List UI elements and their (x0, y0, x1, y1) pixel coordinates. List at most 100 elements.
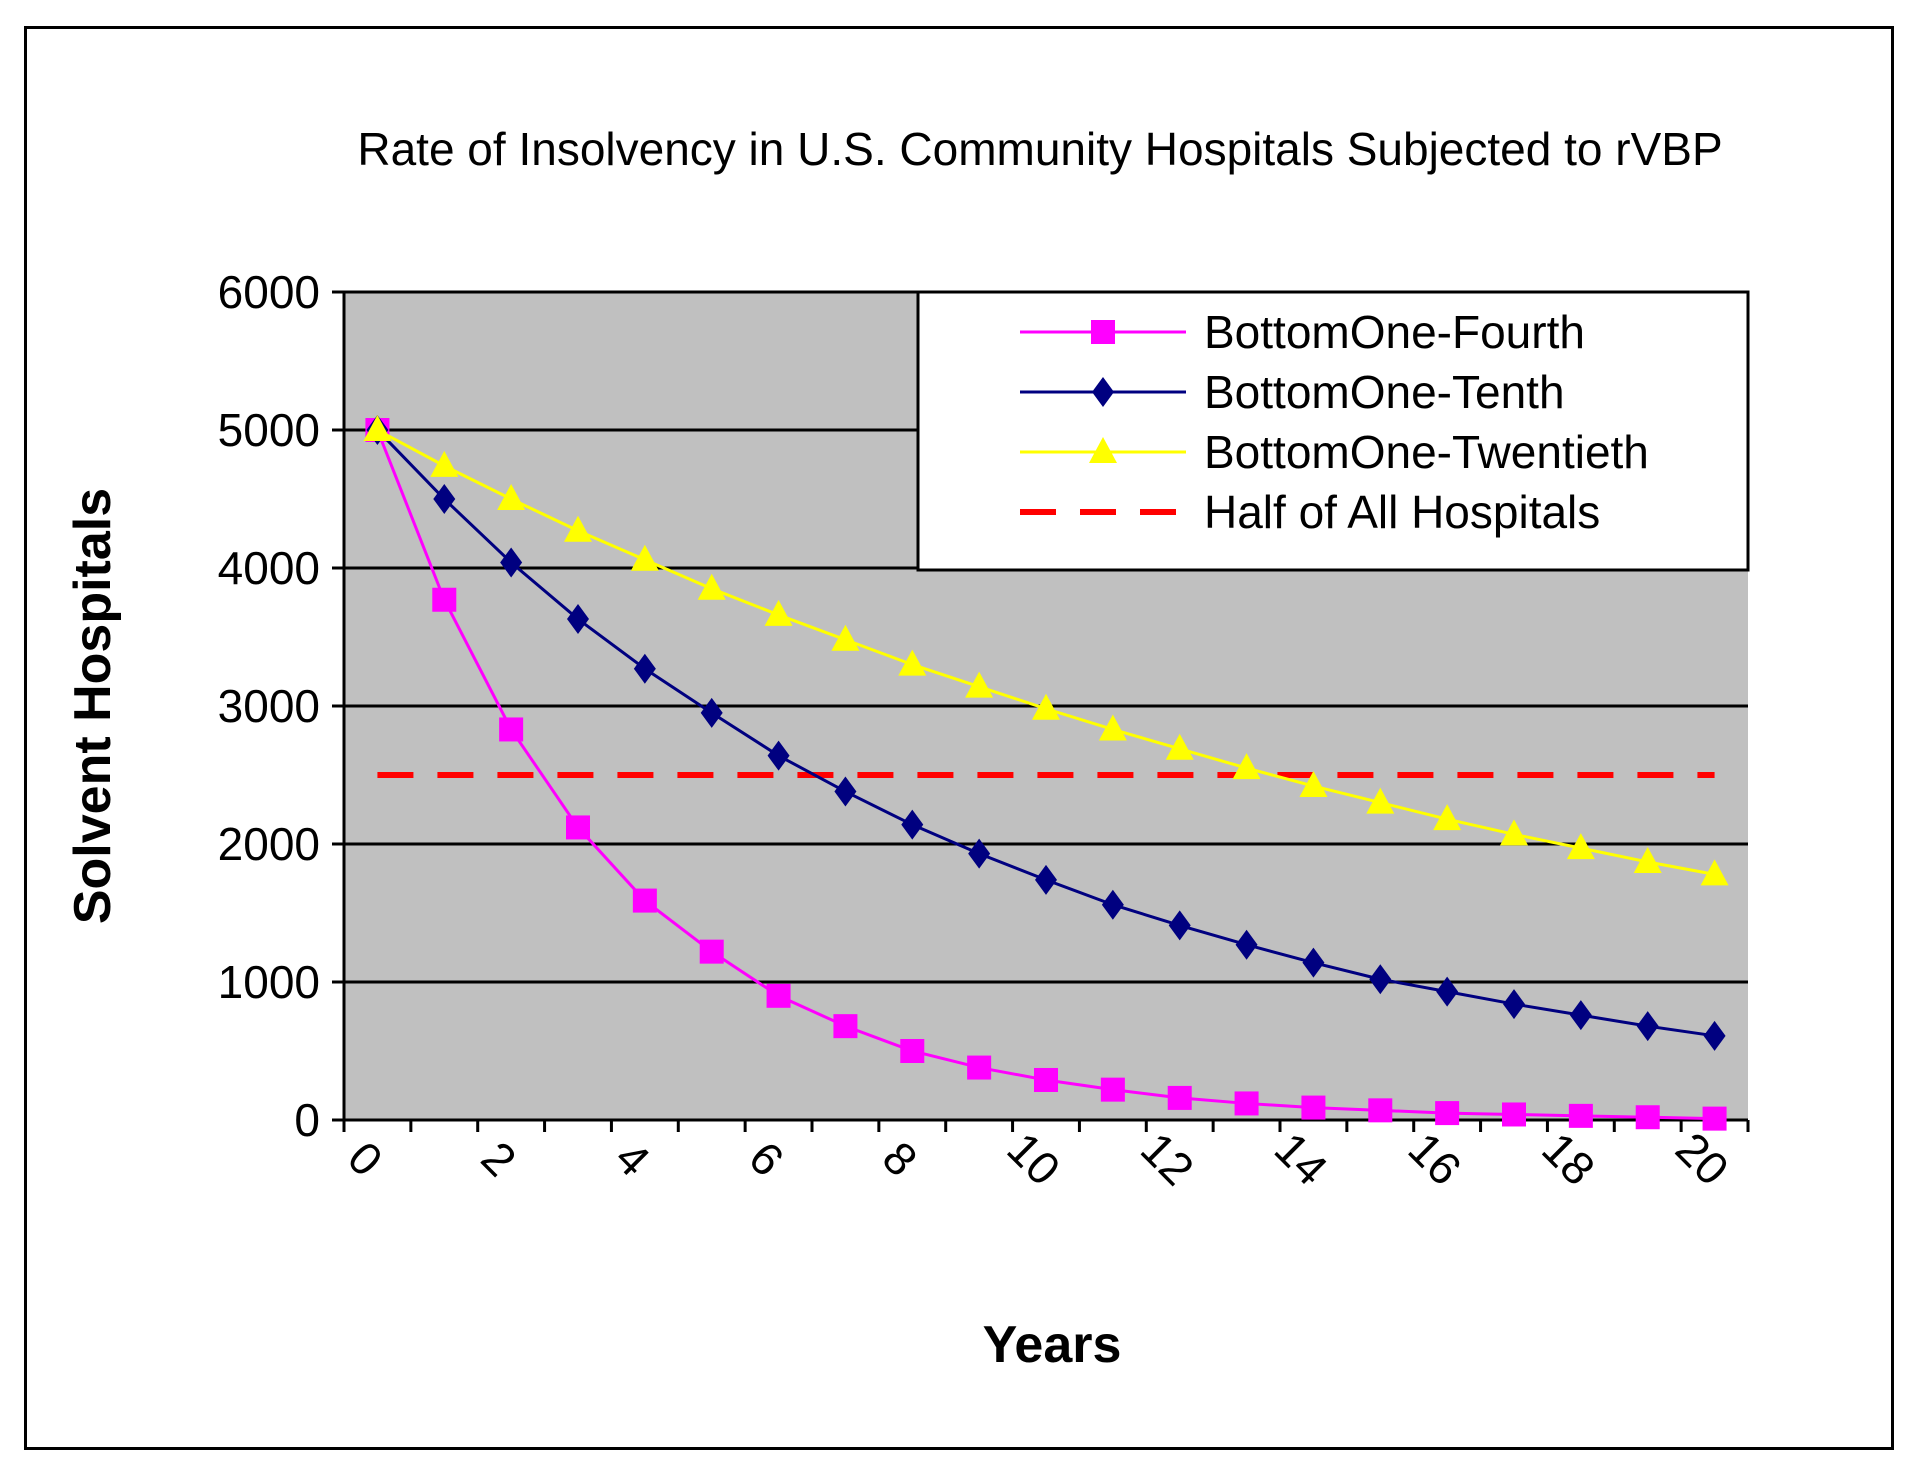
data-point (1165, 733, 1194, 760)
data-point (1433, 804, 1462, 831)
data-point (1368, 1098, 1393, 1123)
y-tick-label: 5000 (218, 404, 320, 456)
data-point (1366, 787, 1395, 814)
data-point (1232, 753, 1261, 780)
series-bottomone-tenth (366, 415, 1726, 1051)
data-point (1168, 910, 1191, 941)
data-point (699, 939, 724, 964)
data-point (1702, 1106, 1727, 1131)
data-point (834, 776, 857, 807)
data-point (1435, 1101, 1460, 1126)
x-tick-label: 20 (1666, 1122, 1739, 1195)
data-point (566, 815, 590, 840)
data-point (630, 544, 659, 571)
data-point (1635, 1105, 1660, 1130)
y-tick-label: 0 (294, 1094, 320, 1146)
legend-item: BottomOne-Fourth (1020, 306, 1585, 358)
data-point (1167, 1085, 1192, 1110)
data-point (1032, 693, 1060, 720)
legend-label: Half of All Hospitals (1204, 486, 1600, 538)
data-point (1235, 929, 1258, 960)
data-point (898, 649, 927, 676)
y-tick-label: 2000 (218, 818, 320, 870)
x-tick-label: 6 (739, 1131, 794, 1186)
data-point (1703, 1020, 1726, 1051)
chart-title: Rate of Insolvency in U.S. Community Hos… (357, 123, 1722, 175)
y-axis-ticks: 0 1000 2000 3000 4000 5000 6000 (218, 266, 344, 1146)
data-point (767, 740, 790, 771)
data-point (1034, 1067, 1058, 1092)
x-tick-label: 4 (605, 1131, 660, 1186)
x-tick-label: 16 (1399, 1122, 1472, 1195)
data-point (968, 838, 991, 869)
data-point (1436, 976, 1459, 1007)
data-point (1302, 947, 1325, 978)
data-point (1566, 833, 1595, 860)
data-point (831, 624, 860, 651)
y-tick-label: 4000 (218, 542, 320, 594)
data-point (632, 888, 657, 913)
data-point (430, 450, 459, 477)
legend-label: BottomOne-Tenth (1204, 366, 1565, 418)
data-point (697, 573, 726, 600)
data-point (1700, 859, 1729, 886)
data-point (766, 983, 791, 1008)
data-point (500, 547, 523, 578)
data-point (900, 1039, 925, 1063)
data-point (1568, 1103, 1593, 1128)
y-tick-label: 6000 (218, 266, 320, 318)
data-point (432, 587, 457, 612)
legend-item: Half of All Hospitals (1020, 486, 1600, 538)
data-point (433, 484, 456, 514)
data-point (965, 671, 994, 698)
x-tick-label: 12 (1131, 1122, 1204, 1195)
data-point (1502, 1102, 1526, 1127)
legend-marker (1089, 437, 1117, 463)
y-axis-title: Solvent Hospitals (64, 488, 122, 924)
data-point (1101, 889, 1124, 920)
y-tick-label: 1000 (218, 956, 320, 1008)
data-point (1636, 1011, 1659, 1042)
data-point (497, 484, 526, 510)
data-point (901, 809, 924, 840)
data-point (633, 653, 656, 684)
data-point (1369, 964, 1392, 995)
data-point (1500, 819, 1528, 846)
data-point (1098, 714, 1127, 741)
data-point (1100, 1077, 1125, 1102)
data-point (1503, 989, 1525, 1020)
data-point (499, 717, 524, 742)
series-layer (363, 415, 1729, 1131)
legend-item: BottomOne-Tenth (1020, 366, 1565, 418)
legend: BottomOne-Fourth BottomOne-Tenth BottomOne… (916, 290, 1750, 572)
x-axis-title: Years (983, 1316, 1122, 1374)
data-point (1035, 864, 1057, 895)
data-point (1234, 1091, 1259, 1116)
data-point (567, 604, 589, 635)
legend-marker (1092, 377, 1114, 407)
legend-label: BottomOne-Twentieth (1204, 426, 1649, 478)
series-bottomone-twentieth (363, 415, 1729, 886)
data-point (967, 1055, 992, 1080)
legend-label: BottomOne-Fourth (1204, 306, 1585, 358)
data-point (833, 1014, 858, 1039)
x-tick-label: 14 (1265, 1122, 1338, 1195)
legend-box (916, 290, 1750, 572)
data-point (700, 697, 723, 728)
data-point (1569, 1000, 1592, 1031)
data-point (1301, 1095, 1326, 1120)
x-tick-label: 8 (873, 1131, 928, 1186)
legend-item: BottomOne-Twentieth (1020, 426, 1649, 478)
data-point (564, 515, 592, 542)
data-point (363, 415, 392, 441)
x-tick-label: 10 (997, 1122, 1070, 1195)
y-tick-label: 3000 (218, 680, 320, 732)
data-point (1299, 771, 1328, 798)
x-axis-ticks: 0 2 4 6 8 10 12 14 16 18 20 (338, 1120, 1750, 1195)
legend-marker (1091, 320, 1115, 344)
x-tick-label: 0 (338, 1131, 393, 1186)
x-tick-label: 2 (472, 1131, 527, 1186)
data-point (1633, 846, 1662, 873)
data-point (764, 599, 793, 626)
